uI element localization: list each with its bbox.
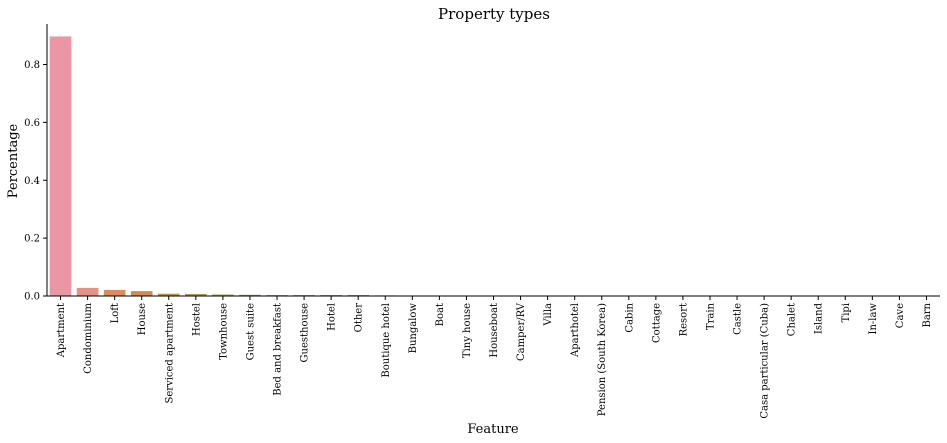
y-tick-label: 0.0 (24, 292, 40, 303)
x-tick-label: Bungalow (408, 303, 419, 354)
x-tick-label: Guest suite (245, 303, 256, 360)
x-tick-label: Condominium (83, 302, 94, 373)
x-tick-label: Houseboat (489, 303, 500, 358)
x-tick-label: Hotel (327, 303, 338, 331)
bar (76, 287, 99, 296)
x-tick-label: Cottage (651, 303, 662, 343)
y-tick-label: 0.4 (24, 176, 40, 187)
y-axis-ticks: 0.0 0.2 0.4 0.6 0.8 (24, 60, 47, 303)
x-tick-label: Barn (922, 302, 933, 327)
x-tick-label: Boutique hotel (381, 303, 392, 378)
y-axis-label: Percentage (6, 123, 21, 198)
x-tick-label: Aparthotel (570, 303, 581, 358)
x-tick-label: Cabin (624, 302, 635, 332)
x-tick-label: Castle (733, 303, 744, 335)
x-tick-label: Other (354, 303, 365, 333)
bars-group (49, 36, 938, 297)
bar (130, 291, 153, 296)
x-tick-label: House (137, 303, 148, 335)
x-axis-label: Feature (467, 422, 519, 437)
x-tick-label: Guesthouse (300, 303, 311, 363)
x-tick-label: Apartment (56, 303, 67, 358)
x-tick-label: Serviced apartment (164, 303, 175, 403)
x-tick-label: Boat (435, 303, 446, 326)
x-axis-ticks: Apartment Condominium Loft House Serviced ap… (56, 296, 933, 419)
x-tick-label: Townhouse (218, 303, 229, 360)
x-tick-label: Camper/RV (516, 302, 527, 361)
x-tick-label: Tiny house (462, 303, 473, 358)
bar (103, 289, 126, 296)
y-tick-label: 0.8 (24, 60, 40, 71)
x-tick-label: Island (814, 302, 825, 334)
x-tick-label: Bed and breakfast (273, 303, 284, 396)
y-tick-label: 0.6 (24, 118, 40, 129)
y-tick-label: 0.2 (24, 234, 40, 245)
x-tick-label: Resort (678, 303, 689, 336)
x-tick-label: Casa particular (Cuba) (760, 303, 771, 419)
x-tick-label: In-law (868, 303, 879, 335)
x-tick-label: Chalet (787, 303, 798, 336)
bar (239, 294, 261, 296)
x-tick-label: Train (705, 302, 716, 330)
chart-title: Property types (438, 5, 550, 23)
x-tick-label: Villa (543, 303, 554, 327)
x-tick-label: Hostel (191, 303, 202, 336)
x-tick-label: Cave (895, 303, 906, 328)
bar (212, 294, 234, 296)
x-tick-label: Pension (South Korea) (597, 303, 608, 416)
bar (49, 36, 72, 296)
x-tick-label: Loft (110, 303, 121, 323)
x-tick-label: Tipi (841, 303, 852, 322)
bar (157, 293, 180, 296)
bar (185, 293, 207, 296)
